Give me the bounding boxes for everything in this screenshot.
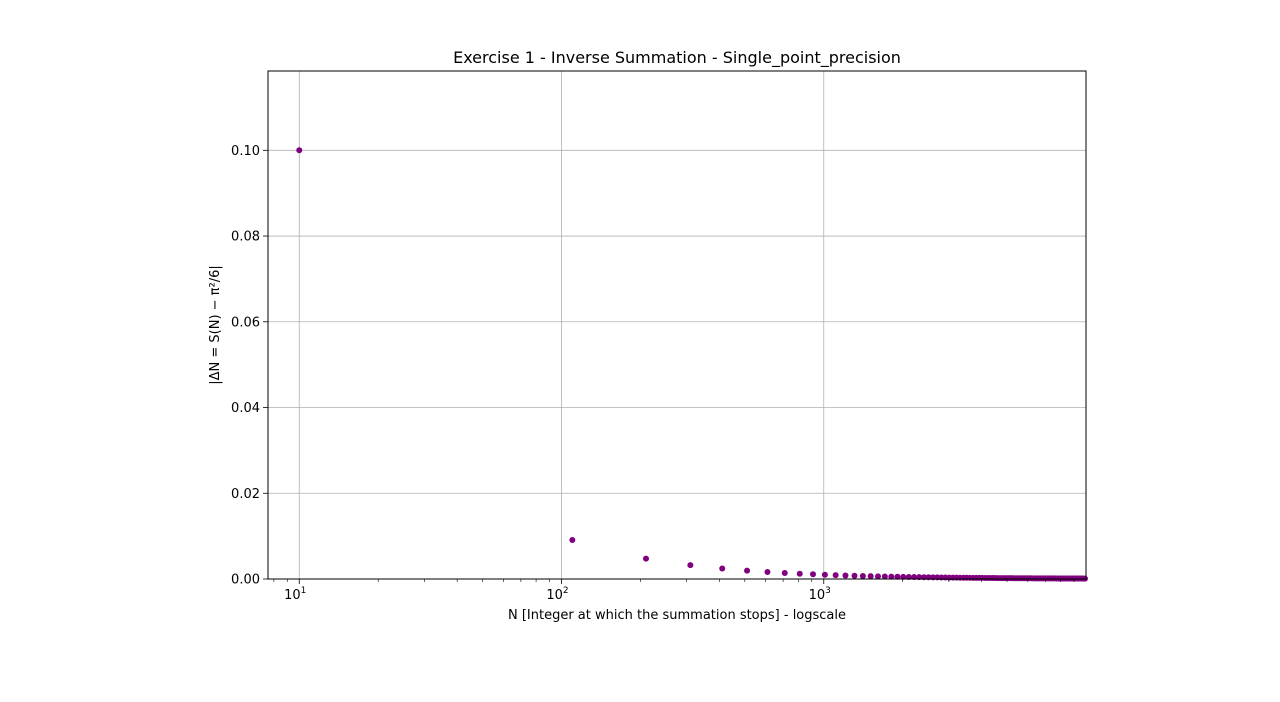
x-tick-label: 103 — [809, 586, 831, 603]
axes-frame — [267, 70, 1087, 580]
y-tick-label: 0.06 — [231, 315, 260, 330]
data-point — [859, 572, 866, 579]
y-axis-label: |ΔN = S(N) − π²/6| — [208, 265, 223, 385]
y-ticks: 0.00 0.02 0.04 0.06 0.08 0.10 — [231, 144, 268, 588]
data-point — [810, 571, 817, 578]
x-tick-label: 102 — [546, 586, 568, 603]
data-point — [643, 555, 650, 562]
data-point — [900, 573, 907, 580]
data-point — [796, 570, 803, 577]
data-point — [764, 568, 771, 575]
data-point — [905, 573, 912, 580]
data-point — [874, 573, 881, 580]
data-point — [832, 572, 839, 579]
data-point — [821, 571, 828, 578]
y-tick-label: 0.00 — [231, 573, 260, 588]
data-point — [296, 147, 303, 154]
data-point — [569, 537, 576, 544]
plot-area — [268, 71, 1086, 579]
x-axis-label: N [Integer at which the summation stops]… — [508, 608, 846, 623]
y-tick-label: 0.02 — [231, 487, 260, 502]
y-tick-label: 0.10 — [231, 144, 260, 159]
data-point — [744, 567, 751, 574]
chart-title: Exercise 1 - Inverse Summation - Single_… — [453, 48, 901, 68]
data-point — [687, 562, 694, 569]
data-point — [888, 573, 895, 580]
data-point — [842, 572, 849, 579]
data-point — [867, 573, 874, 580]
data-point — [719, 565, 726, 572]
y-tick-label: 0.08 — [231, 230, 260, 245]
data-point — [851, 572, 858, 579]
y-tick-label: 0.04 — [231, 401, 260, 416]
x-ticks: 101 102 103 — [273, 579, 1075, 603]
x-tick-label: 101 — [284, 586, 306, 603]
data-point — [881, 573, 888, 580]
data-point — [781, 569, 788, 576]
data-point — [894, 573, 901, 580]
